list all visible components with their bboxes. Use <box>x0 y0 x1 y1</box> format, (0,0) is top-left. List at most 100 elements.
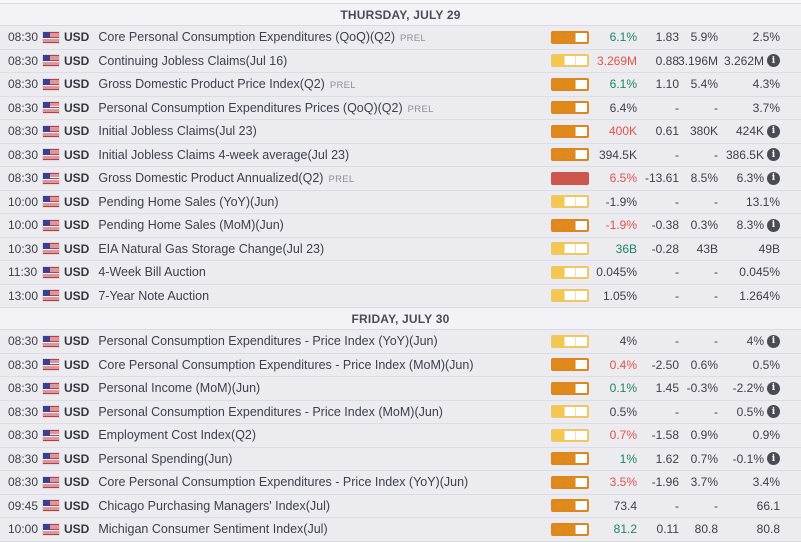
event-name-text: Pending Home Sales (YoY)(Jun) <box>98 194 279 209</box>
us-flag-icon <box>43 31 59 43</box>
previous-value: 0.5% <box>752 357 780 372</box>
event-row[interactable]: 08:30 USD Personal Spending(Jun) 1% 1.62… <box>0 447 801 471</box>
event-name-text: Initial Jobless Claims 4-week average(Ju… <box>98 147 350 162</box>
previous-value-cell: -0.1% i <box>718 452 780 466</box>
actual-value: 73.4 <box>613 498 637 513</box>
event-name[interactable]: Personal Consumption Expenditures Prices… <box>98 101 433 115</box>
event-row[interactable]: 08:30 USD Continuing Jobless Claims(Jul … <box>0 49 801 73</box>
event-name[interactable]: 4-Week Bill Auction <box>98 265 205 279</box>
info-icon[interactable]: i <box>767 54 780 68</box>
event-time: 11:30 <box>8 265 38 280</box>
deviation-value: - <box>675 100 679 115</box>
event-row[interactable]: 10:00 USD Pending Home Sales (MoM)(Jun) … <box>0 214 801 238</box>
consensus-value: - <box>714 265 718 280</box>
event-time: 10:00 <box>8 218 39 233</box>
event-name[interactable]: Pending Home Sales (MoM)(Jun) <box>98 218 284 232</box>
info-icon[interactable]: i <box>767 452 780 466</box>
info-icon[interactable]: i <box>767 405 780 419</box>
previous-value: 8.3% <box>736 218 764 233</box>
event-name[interactable]: Core Personal Consumption Expenditures -… <box>98 475 468 489</box>
calendar-sections: THURSDAY, JULY 29 08:30 USD Core Persona… <box>0 4 801 542</box>
event-name[interactable]: Gross Domestic Product Price Index(Q2) PR… <box>98 77 356 91</box>
event-row[interactable]: 11:30 USD 4-Week Bill Auction 0.045% - -… <box>0 261 801 285</box>
volatility-indicator <box>551 171 589 185</box>
info-icon[interactable]: i <box>767 148 780 162</box>
previous-value: 49B <box>758 241 780 256</box>
flag-canton <box>43 125 50 132</box>
event-row[interactable]: 08:30 USD Personal Income (MoM)(Jun) 0.1… <box>0 377 801 401</box>
consensus-value: 5.9% <box>690 30 718 45</box>
event-row[interactable]: 09:45 USD Chicago Purchasing Managers' I… <box>0 494 801 518</box>
event-name[interactable]: Initial Jobless Claims(Jul 23) <box>98 124 256 138</box>
us-flag-icon <box>43 382 59 394</box>
event-name[interactable]: Personal Spending(Jun) <box>98 452 232 466</box>
event-name[interactable]: Chicago Purchasing Managers' Index(Jul) <box>98 499 330 513</box>
previous-value: 0.045% <box>739 265 780 280</box>
event-name[interactable]: 7-Year Note Auction <box>98 289 209 303</box>
event-name[interactable]: Personal Income (MoM)(Jun) <box>98 381 260 395</box>
previous-value-cell: 1.264% <box>718 289 780 303</box>
flag-canton <box>43 266 50 273</box>
event-name-text: Gross Domestic Product Annualized(Q2) <box>98 171 324 186</box>
previous-value-cell: 66.1 <box>718 499 780 513</box>
event-row[interactable]: 08:30 USD Core Personal Consumption Expe… <box>0 26 801 50</box>
event-name[interactable]: Initial Jobless Claims 4-week average(Ju… <box>98 148 349 162</box>
actual-value: 81.2 <box>613 522 637 537</box>
event-row[interactable]: 13:00 USD 7-Year Note Auction 1.05% - - … <box>0 284 801 308</box>
volatility-indicator <box>551 265 589 279</box>
event-row[interactable]: 10:00 USD Pending Home Sales (YoY)(Jun) … <box>0 190 801 214</box>
previous-value: 4% <box>746 334 764 349</box>
event-time: 08:30 <box>8 30 39 45</box>
previous-value-cell: 424K i <box>718 124 780 138</box>
previous-value: 80.8 <box>756 522 780 537</box>
deviation-value: 0.61 <box>655 124 679 139</box>
deviation-value: 0.88 <box>655 53 679 68</box>
previous-value: -2.2% <box>732 381 764 396</box>
info-icon[interactable]: i <box>767 218 780 232</box>
event-name[interactable]: Employment Cost Index(Q2) <box>98 428 256 442</box>
info-icon[interactable]: i <box>767 124 780 138</box>
event-row[interactable]: 08:30 USD Gross Domestic Product Annuali… <box>0 167 801 191</box>
info-icon[interactable]: i <box>767 171 780 185</box>
event-row[interactable]: 08:30 USD Core Personal Consumption Expe… <box>0 353 801 377</box>
event-row[interactable]: 10:00 USD Michigan Consumer Sentiment In… <box>0 518 801 542</box>
event-name[interactable]: EIA Natural Gas Storage Change(Jul 23) <box>98 242 324 256</box>
deviation-value: - <box>675 265 679 280</box>
event-time: 10:00 <box>8 194 39 209</box>
consensus-value: 380K <box>689 124 718 139</box>
info-icon[interactable]: i <box>767 334 780 348</box>
event-time: 08:30 <box>8 53 39 68</box>
actual-value: 0.045% <box>596 265 637 280</box>
us-flag-icon <box>43 429 59 441</box>
event-name[interactable]: Core Personal Consumption Expenditures (… <box>98 30 426 44</box>
flag-canton <box>43 382 50 389</box>
event-name[interactable]: Personal Consumption Expenditures - Pric… <box>98 405 443 419</box>
event-name[interactable]: Michigan Consumer Sentiment Index(Jul) <box>98 522 327 536</box>
previous-value: -0.1% <box>732 451 764 466</box>
event-name-text: Core Personal Consumption Expenditures -… <box>98 475 469 490</box>
flag-canton <box>43 78 50 85</box>
event-name[interactable]: Gross Domestic Product Annualized(Q2) PRE… <box>98 171 354 185</box>
event-name[interactable]: Pending Home Sales (YoY)(Jun) <box>98 195 278 209</box>
deviation-value: - <box>675 288 679 303</box>
event-row[interactable]: 08:30 USD Personal Consumption Expenditu… <box>0 400 801 424</box>
event-row[interactable]: 08:30 USD Personal Consumption Expenditu… <box>0 330 801 354</box>
event-row[interactable]: 08:30 USD Gross Domestic Product Price I… <box>0 73 801 97</box>
event-row[interactable]: 08:30 USD Employment Cost Index(Q2) 0.7%… <box>0 424 801 448</box>
actual-value: 0.1% <box>609 381 637 396</box>
us-flag-icon <box>43 125 59 137</box>
currency-label: USD <box>64 265 90 280</box>
event-row[interactable]: 08:30 USD Core Personal Consumption Expe… <box>0 471 801 495</box>
event-row[interactable]: 10:30 USD EIA Natural Gas Storage Change… <box>0 237 801 261</box>
event-name[interactable]: Core Personal Consumption Expenditures -… <box>98 358 473 372</box>
event-row[interactable]: 08:30 USD Initial Jobless Claims(Jul 23)… <box>0 120 801 144</box>
us-flag-icon <box>43 78 59 90</box>
event-row[interactable]: 08:30 USD Initial Jobless Claims 4-week … <box>0 143 801 167</box>
actual-value: 1.05% <box>602 288 637 303</box>
event-row[interactable]: 08:30 USD Personal Consumption Expenditu… <box>0 96 801 120</box>
event-name[interactable]: Continuing Jobless Claims(Jul 16) <box>98 54 287 68</box>
us-flag-icon <box>43 55 59 67</box>
info-icon[interactable]: i <box>767 381 780 395</box>
event-name[interactable]: Personal Consumption Expenditures - Pric… <box>98 334 437 348</box>
event-name-text: 4-Week Bill Auction <box>98 265 206 280</box>
